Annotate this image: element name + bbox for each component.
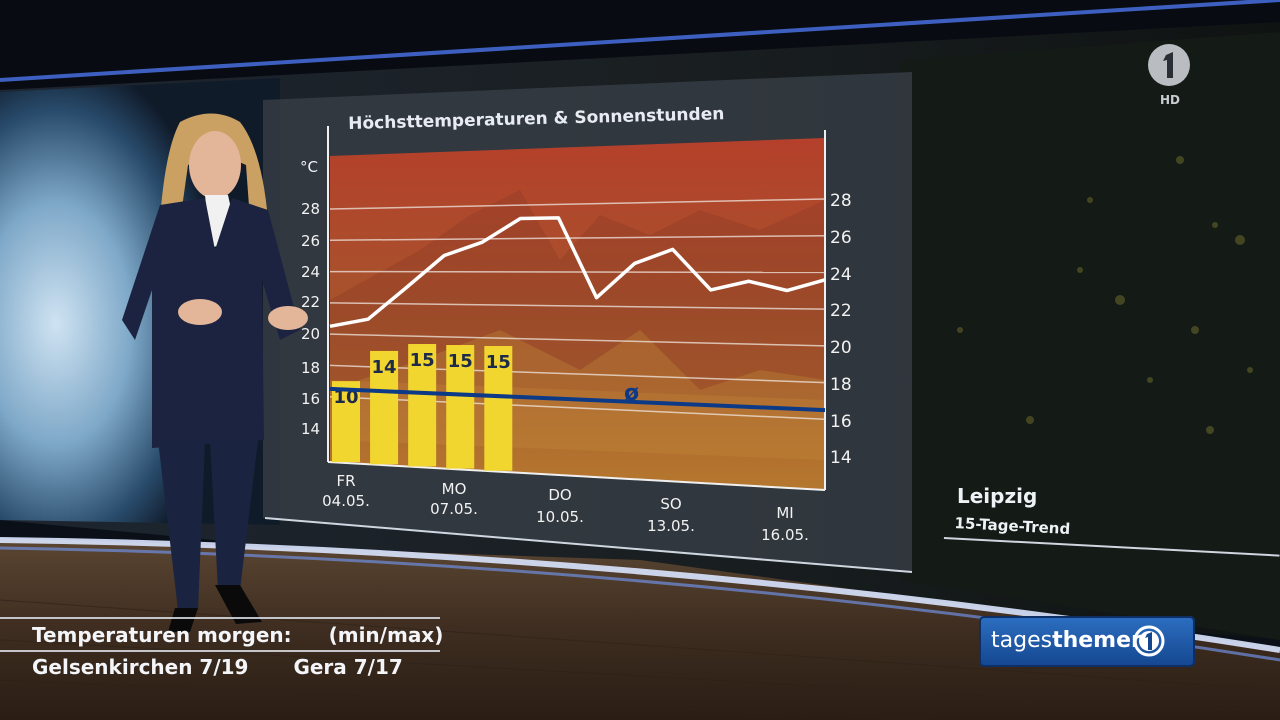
x-date-label: 04.05. (322, 492, 370, 510)
left-tick: 28 (301, 200, 320, 218)
ticker-city-2: Gera 7/17 (293, 655, 403, 679)
x-date-label: 10.05. (536, 508, 584, 526)
x-date-label: 07.05. (430, 500, 478, 518)
right-tick: 22 (830, 301, 852, 321)
gridline (329, 333, 826, 347)
gridline (329, 198, 826, 210)
gridline (329, 234, 826, 242)
left-tick: 26 (301, 232, 320, 250)
brand-part-1: tages (991, 628, 1053, 653)
sunshine-bar-label: 15 (448, 351, 473, 372)
sunshine-bar-label: 15 (410, 350, 435, 371)
sunshine-bar (446, 345, 475, 469)
x-day-label: MO (442, 480, 467, 498)
sunshine-bar (408, 344, 437, 467)
sunshine-bar-label: 15 (486, 352, 511, 373)
x-date-label: 13.05. (647, 517, 695, 535)
x-day-label: FR (336, 472, 355, 490)
ard-one-badge-icon (1133, 625, 1165, 657)
ticker-rule-top (0, 617, 440, 619)
sunshine-bar (370, 350, 399, 465)
temperature-series-line (329, 216, 826, 329)
hd-label: HD (1160, 93, 1181, 107)
left-tick: 18 (301, 359, 320, 377)
average-line (329, 386, 826, 413)
right-tick: 26 (830, 228, 852, 248)
ticker-heading-unit: (min/max) (328, 623, 444, 647)
tagesthemen-wordmark: tagesthemen (991, 628, 1147, 653)
right-tick: 28 (830, 191, 852, 211)
ticker-cities: Gelsenkirchen 7/19 Gera 7/17 (32, 655, 403, 679)
right-tick: 20 (830, 338, 852, 358)
sunshine-bar (484, 346, 513, 471)
ticker-rule-middle (0, 650, 440, 652)
right-tick: 24 (830, 265, 852, 285)
left-tick: 14 (301, 420, 320, 438)
left-tick: 16 (301, 390, 320, 408)
average-symbol: ø (624, 381, 639, 406)
x-day-label: MI (776, 504, 793, 522)
x-day-label: SO (660, 495, 681, 513)
sunshine-bar-label: 10 (333, 387, 358, 408)
ticker-heading-text: Temperaturen morgen: (32, 623, 292, 647)
left-unit: °C (300, 158, 318, 176)
sunshine-bars: 10 14 15 15 15 (332, 344, 513, 471)
x-day-label: DO (548, 486, 571, 504)
ticker-city-1: Gelsenkirchen 7/19 (32, 655, 249, 679)
average-line-path (329, 386, 826, 413)
right-tick: 18 (830, 375, 852, 395)
gridline (329, 270, 826, 274)
right-tick: 14 (830, 448, 852, 468)
gridline (329, 302, 826, 310)
city-label: Leipzig (957, 484, 1038, 508)
brand-part-2: themen (1052, 628, 1147, 653)
sunshine-bar (332, 381, 360, 463)
right-tick: 16 (830, 412, 852, 432)
x-date-label: 16.05. (761, 526, 809, 544)
temperature-ticker: Temperaturen morgen: (min/max) Gelsenkir… (0, 617, 443, 685)
ard-one-icon (1148, 44, 1190, 86)
left-tick: 24 (301, 263, 320, 281)
tagesthemen-logo: tagesthemen (979, 616, 1195, 667)
temperature-line (329, 216, 826, 329)
sunshine-bar-label: 14 (372, 357, 397, 378)
ticker-heading: Temperaturen morgen: (min/max) (32, 623, 443, 647)
